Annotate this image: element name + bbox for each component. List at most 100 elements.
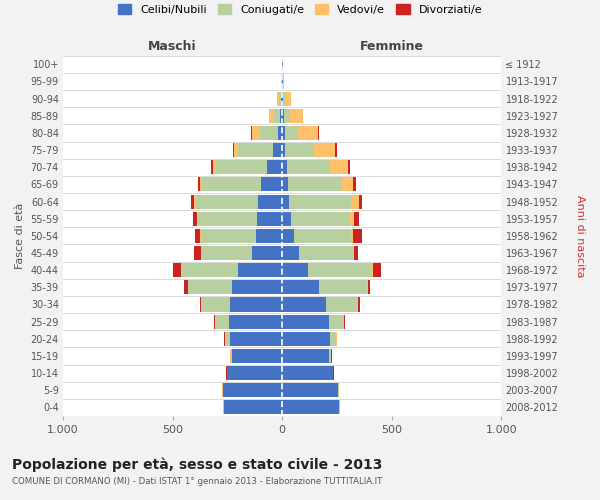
Bar <box>282 143 286 157</box>
Bar <box>194 246 200 260</box>
Bar <box>353 246 355 260</box>
Bar <box>274 109 280 123</box>
Text: COMUNE DI CORMANO (MI) - Dati ISTAT 1° gennaio 2013 - Elaborazione TUTTITALIA.IT: COMUNE DI CORMANO (MI) - Dati ISTAT 1° g… <box>12 478 382 486</box>
Bar <box>198 178 200 192</box>
Bar <box>331 332 336 346</box>
Bar <box>372 263 373 277</box>
Bar <box>251 126 260 140</box>
Bar <box>329 314 344 328</box>
Bar <box>188 280 232 294</box>
Bar <box>282 383 338 398</box>
Bar <box>193 212 197 226</box>
Bar <box>280 92 281 106</box>
Bar <box>224 400 282 414</box>
Bar <box>200 229 201 243</box>
Bar <box>353 178 356 192</box>
Bar <box>282 160 287 174</box>
Bar <box>367 280 368 294</box>
Bar <box>200 178 202 192</box>
Bar <box>350 212 355 226</box>
Bar <box>282 229 294 243</box>
Bar <box>368 280 370 294</box>
Bar <box>294 229 351 243</box>
Y-axis label: Fasce di età: Fasce di età <box>15 202 25 269</box>
Bar <box>232 280 282 294</box>
Bar <box>274 143 282 157</box>
Bar <box>258 194 282 208</box>
Bar <box>215 314 229 328</box>
Bar <box>227 366 282 380</box>
Bar <box>282 126 285 140</box>
Bar <box>269 109 274 123</box>
Bar <box>213 160 217 174</box>
Bar <box>260 126 278 140</box>
Y-axis label: Anni di nascita: Anni di nascita <box>575 194 585 277</box>
Bar <box>196 194 258 208</box>
Bar <box>256 229 282 243</box>
Bar <box>343 178 353 192</box>
Bar <box>278 126 282 140</box>
Bar <box>356 298 358 312</box>
Bar <box>308 263 372 277</box>
Bar <box>287 178 343 192</box>
Bar <box>191 194 194 208</box>
Bar <box>238 143 274 157</box>
Bar <box>329 349 331 363</box>
Bar <box>282 92 283 106</box>
Bar <box>282 314 329 328</box>
Bar <box>234 143 238 157</box>
Bar <box>233 143 234 157</box>
Bar <box>282 366 332 380</box>
Bar <box>317 126 319 140</box>
Bar <box>230 332 282 346</box>
Bar <box>344 314 345 328</box>
Bar <box>299 246 353 260</box>
Bar <box>314 143 335 157</box>
Bar <box>202 178 262 192</box>
Text: Popolazione per età, sesso e stato civile - 2013: Popolazione per età, sesso e stato civil… <box>12 458 382 472</box>
Text: Maschi: Maschi <box>148 40 197 53</box>
Bar <box>348 160 350 174</box>
Bar <box>238 263 282 277</box>
Bar <box>335 143 337 157</box>
Bar <box>373 263 381 277</box>
Bar <box>223 383 282 398</box>
Bar <box>282 246 299 260</box>
Bar <box>282 332 331 346</box>
Bar <box>267 160 282 174</box>
Bar <box>201 298 230 312</box>
Bar <box>285 126 298 140</box>
Bar <box>351 194 359 208</box>
Bar <box>194 194 196 208</box>
Bar <box>217 160 267 174</box>
Bar <box>358 298 360 312</box>
Bar <box>197 212 198 226</box>
Bar <box>286 143 314 157</box>
Bar <box>257 212 282 226</box>
Bar <box>283 92 285 106</box>
Bar <box>282 349 329 363</box>
Bar <box>173 263 181 277</box>
Bar <box>280 109 282 123</box>
Bar <box>281 92 282 106</box>
Bar <box>184 280 188 294</box>
Bar <box>282 400 339 414</box>
Bar <box>201 229 256 243</box>
Bar <box>353 229 362 243</box>
Bar <box>201 246 251 260</box>
Bar <box>355 246 358 260</box>
Bar <box>282 212 291 226</box>
Bar <box>282 194 289 208</box>
Bar <box>231 349 232 363</box>
Bar <box>331 160 348 174</box>
Bar <box>232 349 282 363</box>
Bar <box>277 92 280 106</box>
Text: Femmine: Femmine <box>360 40 424 53</box>
Bar <box>230 298 282 312</box>
Bar <box>262 178 282 192</box>
Bar <box>291 212 350 226</box>
Bar <box>298 126 317 140</box>
Bar <box>282 178 287 192</box>
Bar <box>284 109 290 123</box>
Legend: Celibi/Nubili, Coniugati/e, Vedovi/e, Divorziati/e: Celibi/Nubili, Coniugati/e, Vedovi/e, Di… <box>115 0 485 18</box>
